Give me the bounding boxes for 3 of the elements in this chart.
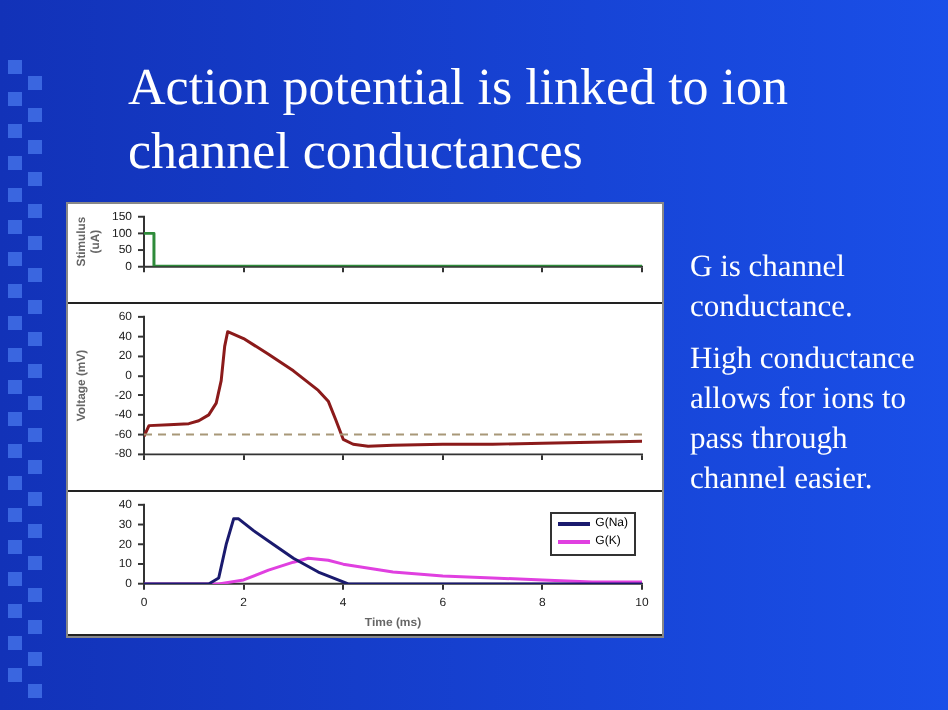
text: High conductance allows for ions to pass through channel easier. (690, 340, 917, 500)
chart-title: Action potential is linked to ion channel conductances (128, 56, 791, 184)
text: G is channel conductance. (690, 248, 855, 328)
